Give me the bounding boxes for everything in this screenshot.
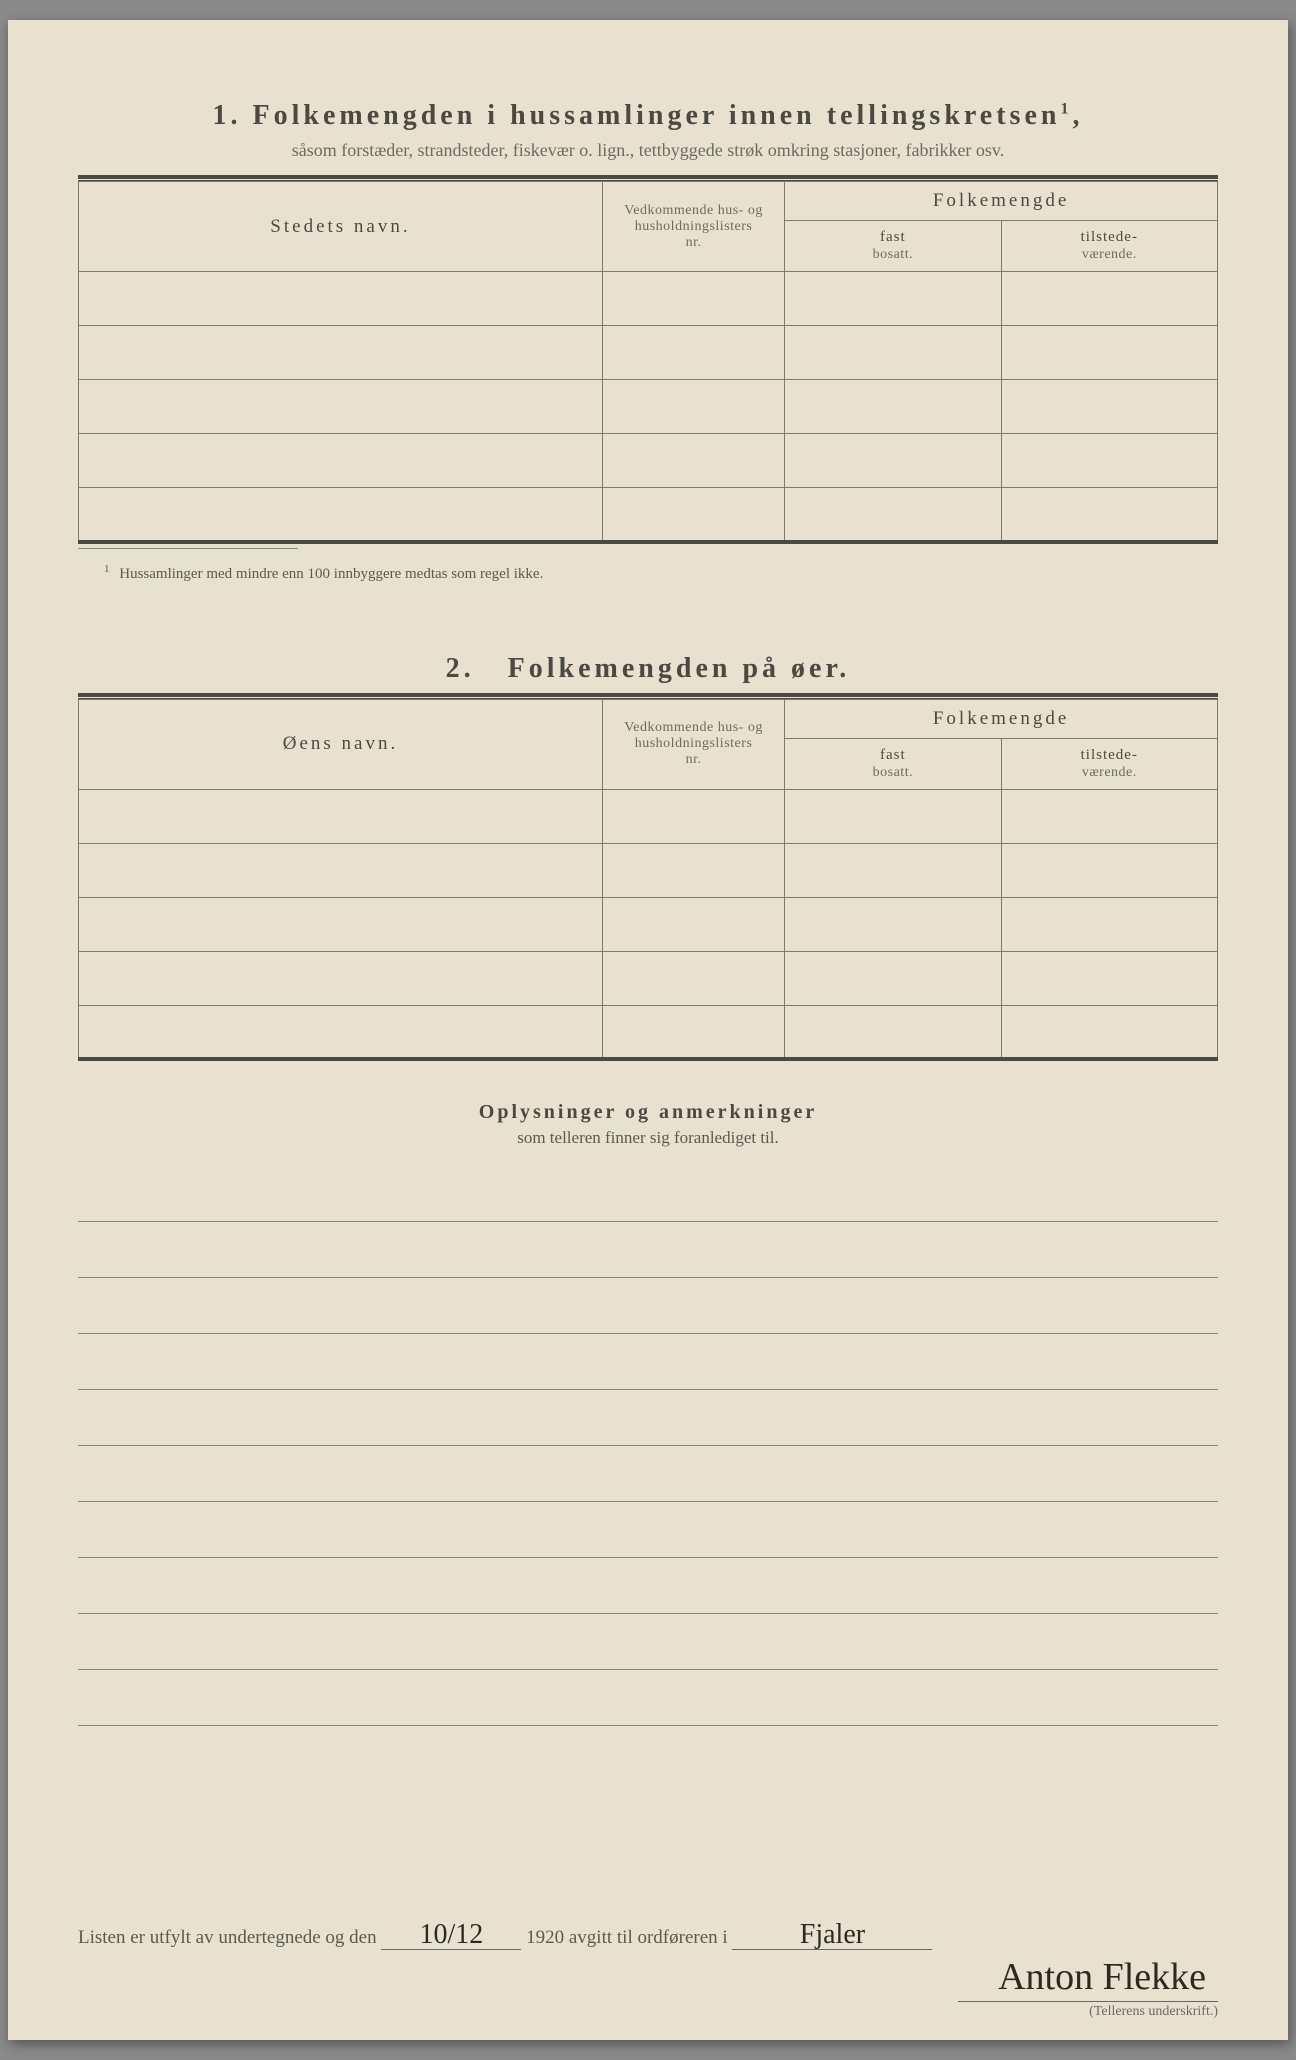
col-ref-2: Vedkommende hus- og husholdningslisters … [602, 699, 784, 789]
col-stedets-navn: Stedets navn. [79, 182, 603, 272]
col-fast-2: fast bosatt. [785, 738, 1001, 789]
notes-line [78, 1614, 1218, 1670]
col-fast2-l2: bosatt. [873, 765, 913, 780]
col-til2-l2: værende. [1082, 765, 1137, 780]
section1-footnote: 1 Hussamlinger med mindre enn 100 innbyg… [78, 563, 1218, 583]
place-handwritten: Fjaler [732, 1921, 932, 1950]
notes-line [78, 1222, 1218, 1278]
section1-number: 1. [213, 100, 242, 131]
table-row [79, 434, 1218, 488]
notes-line [78, 1558, 1218, 1614]
col-ref2-l1: Vedkommende hus- og [624, 720, 763, 735]
col-folkemengde-2: Folkemengde [785, 699, 1218, 738]
col-ref: Vedkommende hus- og husholdningslisters … [602, 182, 784, 272]
footnote-text: Hussamlinger med mindre enn 100 innbygge… [119, 566, 543, 582]
signature-block: Anton Flekke (Tellerens underskrift.) [958, 1955, 1218, 2020]
col-til-l2: værende. [1082, 247, 1137, 262]
bottom-text1: Listen er utfylt av undertegnede og den [78, 1927, 377, 1948]
notes-line [78, 1166, 1218, 1222]
notes-line [78, 1390, 1218, 1446]
footnote-rule [78, 548, 298, 549]
notes-line [78, 1334, 1218, 1390]
notes-line [78, 1502, 1218, 1558]
table-row [79, 1005, 1218, 1059]
section2-body [79, 789, 1218, 1059]
col-til2-l1: tilstede- [1081, 747, 1138, 763]
section1-table: Stedets navn. Vedkommende hus- og hushol… [78, 181, 1218, 544]
section1-sup: 1 [1060, 101, 1072, 118]
section3-subtitle: som telleren finner sig foranlediget til… [78, 1128, 1218, 1148]
col-ref2-l3: nr. [686, 752, 702, 767]
table-row [79, 951, 1218, 1005]
col-ref-l1: Vedkommende hus- og [624, 203, 763, 218]
date-handwritten: 10/12 [381, 1921, 521, 1950]
col-til-l1: tilstede- [1081, 229, 1138, 245]
section2-title: Folkemengden på øer. [508, 653, 851, 684]
signature-label: (Tellerens underskrift.) [958, 2004, 1218, 2020]
col-fast2-l1: fast [880, 747, 906, 763]
footnote-num: 1 [104, 563, 110, 575]
notes-line [78, 1278, 1218, 1334]
col-oens-navn: Øens navn. [79, 699, 603, 789]
section2-table: Øens navn. Vedkommende hus- og husholdni… [78, 699, 1218, 1062]
table-row [79, 272, 1218, 326]
col-tilstede: tilstede- værende. [1001, 221, 1217, 272]
col-fast-l1: fast [880, 229, 906, 245]
section1-title: Folkemengden i hussamlinger innen tellin… [253, 100, 1061, 131]
table-row [79, 380, 1218, 434]
section-1: 1. Folkemengden i hussamlinger innen tel… [78, 100, 1218, 583]
bottom-statement: Listen er utfylt av undertegnede og den … [78, 1921, 1218, 1950]
table-row [79, 789, 1218, 843]
section2-number: 2. [446, 653, 475, 684]
bottom-text2: 1920 avgitt til ordføreren i [526, 1927, 728, 1948]
col-ref-l2: husholdningslisters [635, 219, 753, 234]
col-folkemengde: Folkemengde [785, 182, 1218, 221]
section-3: Oplysninger og anmerkninger som telleren… [78, 1101, 1218, 1726]
signature-area: Listen er utfylt av undertegnede og den … [78, 1921, 1218, 1950]
section1-subtitle: såsom forstæder, strandsteder, fiskevær … [78, 140, 1218, 161]
col-ref2-l2: husholdningslisters [635, 736, 753, 751]
census-form-page: 1. Folkemengden i hussamlinger innen tel… [8, 20, 1288, 2040]
section2-heading: 2. Folkemengden på øer. [78, 653, 1218, 685]
notes-line [78, 1670, 1218, 1726]
col-tilstede-2: tilstede- værende. [1001, 738, 1217, 789]
section1-body [79, 272, 1218, 542]
notes-line [78, 1446, 1218, 1502]
table-row [79, 897, 1218, 951]
table-row [79, 488, 1218, 542]
col-fast-l2: bosatt. [873, 247, 913, 262]
table-row [79, 326, 1218, 380]
section1-heading: 1. Folkemengden i hussamlinger innen tel… [78, 100, 1218, 132]
section3-title: Oplysninger og anmerkninger [78, 1101, 1218, 1124]
section-2: 2. Folkemengden på øer. Øens navn. Vedko… [78, 653, 1218, 1062]
table-row [79, 843, 1218, 897]
col-fast: fast bosatt. [785, 221, 1001, 272]
signature-handwritten: Anton Flekke [958, 1955, 1218, 2002]
col-ref-l3: nr. [686, 235, 702, 250]
